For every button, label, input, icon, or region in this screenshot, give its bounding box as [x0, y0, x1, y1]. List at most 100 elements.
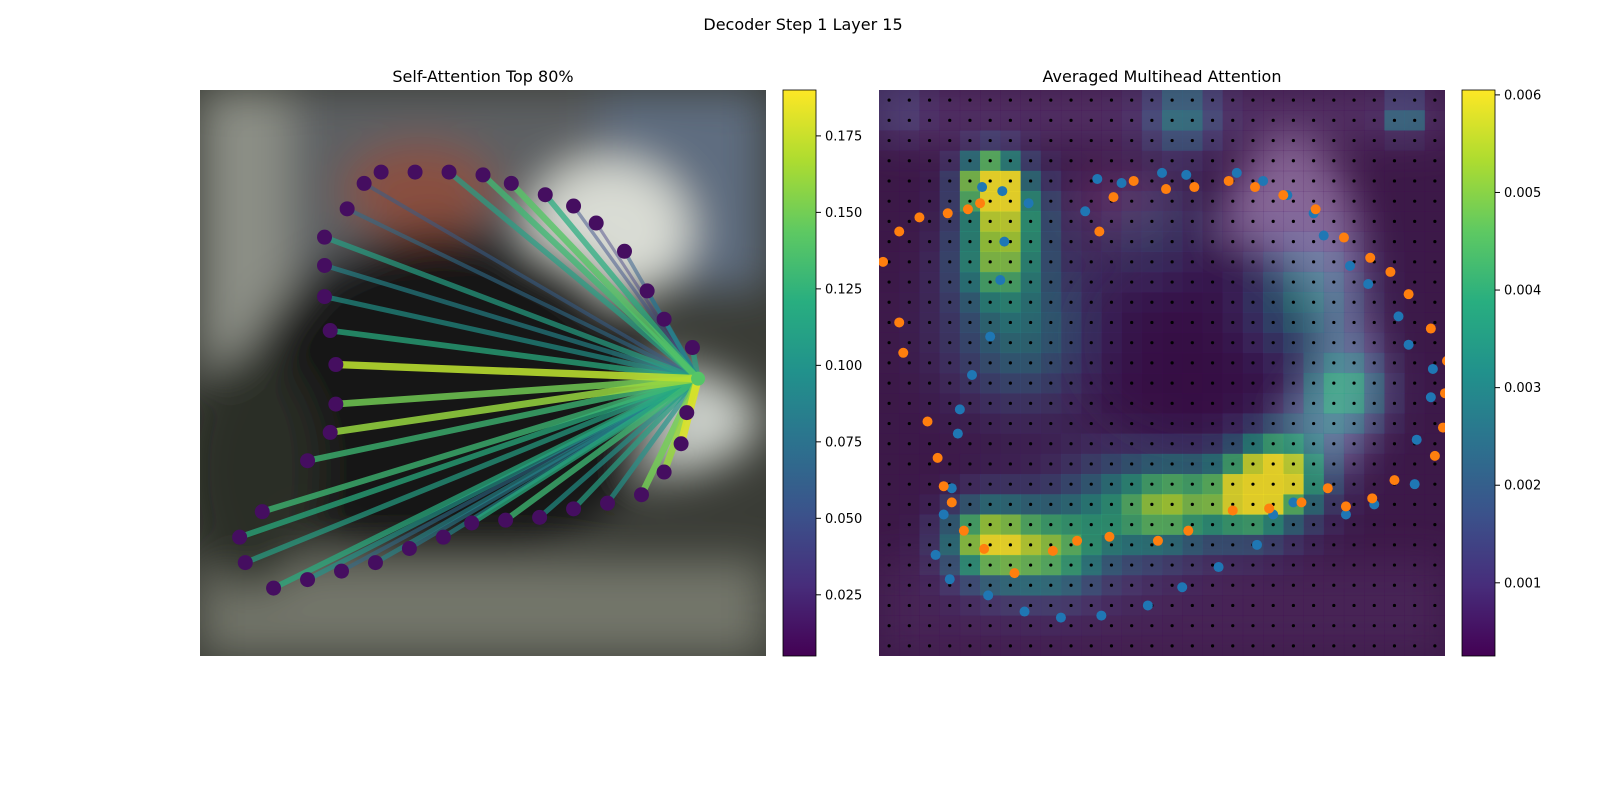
grid-dot: [1372, 341, 1376, 345]
grid-dot: [1433, 260, 1437, 264]
series-point: [1442, 356, 1445, 366]
grid-dot: [1069, 442, 1073, 446]
grid-dot: [1130, 543, 1134, 547]
grid-dot: [1413, 219, 1417, 223]
grid-dot: [887, 118, 891, 122]
grid-dot: [1150, 644, 1154, 648]
grid-dot: [968, 320, 972, 325]
series-point: [862, 239, 872, 249]
grid-dot: [1210, 442, 1215, 446]
grid-dot: [1352, 98, 1356, 102]
grid-dot: [988, 240, 992, 244]
grid-dot: [1332, 563, 1336, 567]
grid-dot: [1231, 583, 1235, 587]
series-point: [1023, 198, 1034, 209]
grid-dot: [1251, 624, 1255, 628]
grid-dot: [1312, 603, 1316, 608]
series-point: [954, 404, 965, 415]
grid-dot: [968, 159, 972, 163]
colorbar-tick-label: 0.003: [1504, 381, 1541, 396]
grid-dot: [1029, 361, 1033, 365]
grid-dot: [1190, 624, 1194, 628]
attention-point: [407, 164, 423, 180]
grid-dot: [1352, 624, 1356, 628]
grid-dot: [988, 179, 992, 183]
series-point: [1096, 610, 1107, 621]
grid-dot: [1089, 543, 1093, 547]
grid-dot: [1332, 482, 1336, 486]
grid-dot: [968, 644, 972, 648]
grid-dot: [1372, 401, 1376, 405]
grid-dot: [1029, 138, 1033, 143]
grid-dot: [988, 583, 992, 587]
grid-dot: [1291, 644, 1295, 648]
grid-dot: [988, 644, 992, 648]
grid-dot: [907, 260, 911, 264]
grid-dot: [1271, 219, 1275, 223]
grid-dot: [1170, 563, 1174, 567]
attention-point: [532, 509, 548, 525]
grid-dot: [948, 381, 952, 385]
grid-dot: [1069, 502, 1073, 506]
grid-dot: [1392, 502, 1397, 506]
grid-dot: [1291, 98, 1295, 102]
grid-dot: [1413, 543, 1417, 547]
grid-dot: [1251, 482, 1255, 486]
grid-dot: [927, 199, 932, 203]
series-point: [979, 543, 990, 554]
series-point: [1108, 192, 1119, 203]
grid-dot: [1029, 280, 1033, 284]
colorbar-tick-label: 0.025: [825, 588, 862, 603]
series-point: [1252, 539, 1263, 550]
series-point: [1009, 568, 1020, 579]
attention-line: [503, 376, 700, 523]
grid-dot: [1231, 280, 1235, 284]
grid-dot: [1271, 543, 1275, 547]
grid-dot: [1008, 219, 1012, 223]
grid-dot: [1150, 543, 1154, 547]
grid-dot: [1433, 563, 1437, 567]
grid-dot: [887, 320, 891, 325]
grid-dot: [988, 341, 992, 345]
grid-dot: [1332, 361, 1336, 365]
grid-dot: [1049, 118, 1053, 122]
grid-dot: [1190, 159, 1194, 163]
series-point: [914, 212, 925, 223]
grid-dot: [1312, 563, 1316, 567]
grid-dot: [1433, 179, 1437, 183]
grid-dot: [1332, 159, 1336, 163]
grid-dot: [1109, 482, 1114, 486]
grid-dot: [1109, 442, 1114, 446]
grid-dot: [1312, 361, 1316, 365]
grid-dot: [1291, 219, 1295, 223]
attention-line: [605, 377, 701, 505]
grid-dot: [948, 118, 952, 122]
grid-dot: [1049, 179, 1053, 183]
grid-dot: [1170, 240, 1174, 244]
grid-dot: [988, 280, 992, 284]
series-point: [1403, 289, 1414, 300]
grid-dot: [1210, 280, 1215, 284]
grid-dot: [1210, 603, 1215, 608]
colorbar-tick-label: 0.005: [1504, 186, 1541, 201]
grid-dot: [948, 644, 952, 648]
grid-dot: [1352, 442, 1356, 446]
grid-dot: [907, 219, 911, 223]
grid-dot: [1271, 361, 1275, 365]
grid-dot: [968, 199, 972, 203]
series-point: [1365, 252, 1376, 263]
grid-dot: [948, 260, 952, 264]
grid-dot: [1372, 219, 1376, 223]
grid-dot: [1312, 583, 1316, 587]
grid-dot: [907, 502, 911, 506]
grid-dot: [968, 240, 972, 244]
grid-dot: [1231, 240, 1235, 244]
grid-dot: [1150, 442, 1154, 446]
grid-dot: [1413, 603, 1417, 608]
grid-dot: [907, 603, 911, 608]
grid-dot: [927, 563, 932, 567]
grid-dot: [927, 219, 932, 223]
series-point: [1258, 175, 1269, 186]
grid-dot: [1190, 381, 1194, 385]
grid-dot: [968, 421, 972, 426]
